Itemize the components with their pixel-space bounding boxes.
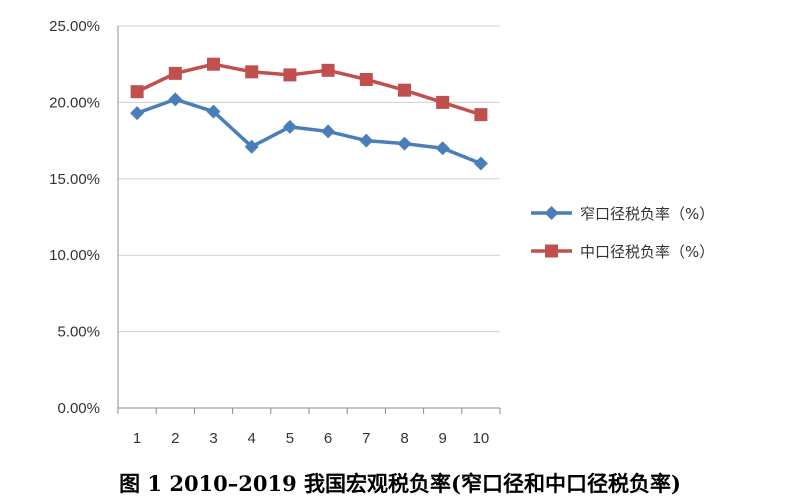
data-point: [130, 106, 145, 121]
data-point: [435, 141, 450, 156]
y-tick-label: 25.00%: [49, 18, 100, 35]
x-tick-label: 1: [133, 430, 141, 447]
x-tick-label: 9: [439, 430, 447, 447]
x-tick-label: 4: [248, 430, 256, 447]
data-point: [130, 85, 144, 99]
y-tick-label: 5.00%: [57, 324, 100, 341]
x-tick-label: 2: [171, 430, 179, 447]
legend-label: 中口径税负率（%）: [580, 243, 714, 261]
x-tick-label: 10: [473, 430, 490, 447]
legend-marker: [544, 206, 559, 220]
data-point: [359, 72, 373, 86]
data-point: [282, 119, 297, 134]
x-tick-label: 8: [400, 430, 408, 447]
y-tick-label: 0.00%: [57, 400, 100, 417]
data-point: [244, 139, 259, 154]
x-axis-ticks: 1 2 3 4 5 6 7 8 9 10: [117, 408, 501, 447]
data-point: [245, 65, 259, 79]
y-tick-label: 10.00%: [49, 247, 100, 264]
data-point: [321, 63, 335, 77]
data-point: [168, 92, 183, 107]
data-point: [398, 83, 411, 97]
x-tick-label: 7: [362, 430, 370, 447]
data-point: [397, 136, 412, 151]
legend-label: 窄口径税负率（%）: [580, 205, 714, 223]
legend-item-2: 中口径税负率（%）: [531, 243, 714, 261]
data-point: [474, 108, 488, 122]
series-1: [130, 92, 488, 171]
data-point: [207, 57, 220, 71]
x-tick-label: 3: [209, 430, 217, 447]
legend: 窄口径税负率（%） 中口径税负率（%）: [531, 205, 714, 261]
series-2: [130, 57, 488, 122]
data-point: [321, 124, 336, 139]
y-tick-label: 15.00%: [49, 171, 100, 188]
data-point: [436, 95, 450, 109]
y-tick-label: 20.00%: [49, 94, 100, 111]
line-chart: 0.00% 5.00% 10.00% 15.00% 20.00% 25.00% 1 2 3 4 5…: [49, 18, 714, 447]
legend-marker: [545, 244, 558, 258]
axes: [117, 26, 500, 409]
x-tick-label: 6: [324, 430, 332, 447]
y-axis-ticks: 0.00% 5.00% 10.00% 15.00% 20.00% 25.00%: [49, 18, 100, 417]
figure-caption: 图 1 2010–2019 我国宏观税负率(窄口径和中口径税负率): [119, 471, 681, 496]
legend-item-1: 窄口径税负率（%）: [531, 205, 714, 223]
data-point: [206, 104, 221, 119]
series-line: [136, 97, 482, 166]
data-point: [283, 68, 297, 82]
data-point: [359, 133, 374, 148]
data-point: [168, 66, 182, 80]
x-tick-label: 5: [286, 430, 294, 447]
data-point: [473, 156, 488, 171]
series-group: [130, 57, 488, 171]
series-line: [136, 62, 482, 117]
